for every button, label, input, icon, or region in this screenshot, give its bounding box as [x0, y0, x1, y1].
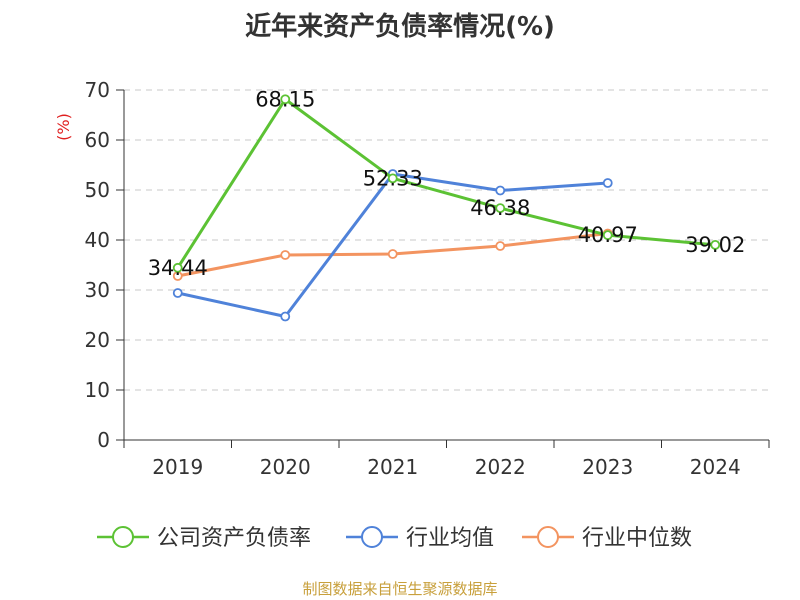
data-point [172, 288, 183, 298]
x-tick-label: 2021 [367, 455, 418, 479]
data-point [387, 249, 398, 259]
data-label: 68.15 [255, 87, 315, 111]
y-tick-label: 10 [85, 378, 110, 402]
legend-marker [361, 526, 383, 548]
series-line [176, 97, 716, 269]
y-tick-label: 70 [85, 78, 110, 102]
data-label: 52.33 [363, 166, 423, 190]
legend-label: 行业中位数 [582, 526, 692, 551]
source-note: 制图数据来自恒生聚源数据库 [302, 580, 498, 598]
y-tick-label: 50 [85, 178, 110, 202]
data-point [387, 173, 398, 184]
data-point [495, 185, 506, 196]
data-label: 40.97 [578, 223, 638, 247]
y-tick-label: 60 [85, 128, 110, 152]
legend-label: 公司资产负债率 [157, 526, 311, 551]
data-label: 34.44 [148, 256, 208, 280]
data-point [172, 262, 183, 273]
chart-title: 近年来资产负债率情况(%) [245, 12, 555, 42]
x-tick-label: 2020 [260, 455, 311, 479]
x-tick-label: 2022 [475, 455, 526, 479]
data-point [602, 230, 613, 241]
legend-marker [112, 526, 134, 548]
legend: 公司资产负债率 行业均值 行业中位数 [97, 526, 692, 551]
grid-lines [124, 89, 769, 391]
data-point [280, 311, 291, 322]
x-tick-label: 2023 [582, 455, 633, 479]
y-tick-label: 40 [85, 228, 110, 252]
y-tick-label: 20 [85, 328, 110, 352]
data-labels: 34.44 68.15 52.33 46.38 40.97 39.02 [148, 87, 746, 280]
data-point [710, 239, 721, 250]
legend-label: 行业均值 [406, 526, 494, 551]
legend-marker [537, 526, 559, 548]
x-tick-label: 2019 [152, 455, 203, 479]
data-point [602, 178, 613, 188]
y-tick-label: 0 [97, 428, 110, 452]
data-label: 46.38 [470, 196, 530, 220]
data-point [495, 241, 506, 251]
y-tick-label: 30 [85, 278, 110, 302]
y-axis-label: (%) [54, 113, 73, 141]
x-tick-label: 2024 [690, 455, 741, 479]
data-label: 39.02 [685, 233, 745, 257]
series-line [177, 172, 608, 318]
data-point [280, 94, 291, 105]
data-point [280, 250, 291, 260]
series-lines [172, 94, 721, 322]
data-point [495, 203, 506, 214]
axes: 0 10 20 30 40 50 60 70 2019 2020 2021 2022 2023 2024 (… [54, 78, 770, 479]
